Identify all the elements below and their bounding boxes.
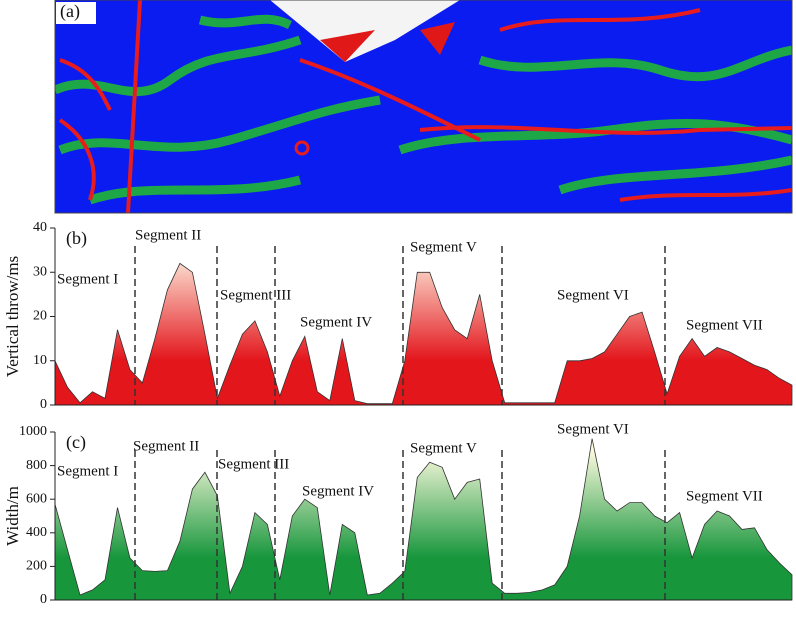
y-tick-label: 600 bbox=[26, 491, 47, 506]
y-tick-label: 1000 bbox=[19, 424, 47, 439]
segment-label: Segment III bbox=[220, 287, 291, 303]
map-edge bbox=[420, 22, 455, 55]
segment-label: Segment V bbox=[410, 440, 477, 456]
label-box bbox=[56, 2, 96, 24]
map-frame bbox=[54, 0, 793, 214]
y-axis-label: Vertical throw/ms bbox=[3, 256, 22, 377]
segment-label: Segment II bbox=[133, 438, 199, 454]
segment-label: Segment I bbox=[57, 271, 118, 287]
segment-label: Segment VI bbox=[557, 421, 629, 437]
segment-label: Segment IV bbox=[302, 483, 374, 499]
segment-label: Segment VII bbox=[686, 317, 763, 333]
map-spot bbox=[294, 140, 310, 156]
y-tick-label: 200 bbox=[26, 559, 47, 574]
area bbox=[54, 438, 793, 601]
y-tick-label: 0 bbox=[40, 397, 47, 412]
panel-label: (b) bbox=[66, 228, 87, 249]
segment-label: Segment I bbox=[57, 463, 118, 479]
segment-label: Segment VI bbox=[557, 287, 629, 303]
seismic-map bbox=[55, 0, 792, 213]
map-edge bbox=[320, 30, 375, 62]
segment-label: Segment IV bbox=[300, 314, 372, 330]
panel-label: (c) bbox=[66, 432, 86, 453]
segment-label: Segment II bbox=[135, 227, 201, 243]
panel-label: (a) bbox=[60, 1, 80, 22]
area bbox=[54, 262, 793, 406]
y-tick-label: 800 bbox=[26, 458, 47, 473]
segment-label: Segment III bbox=[218, 456, 289, 472]
map-blank bbox=[270, 0, 460, 62]
segment-label: Segment VII bbox=[686, 488, 763, 504]
y-tick-label: 400 bbox=[26, 525, 47, 540]
segment-label: Segment V bbox=[410, 239, 477, 255]
map-faults bbox=[58, 0, 792, 213]
y-tick-label: 20 bbox=[33, 309, 47, 324]
y-tick-label: 0 bbox=[40, 592, 47, 607]
y-tick-label: 30 bbox=[33, 264, 47, 279]
y-axis-label: Width/m bbox=[3, 486, 22, 546]
y-tick-label: 10 bbox=[33, 353, 47, 368]
y-tick-label: 40 bbox=[33, 220, 47, 235]
